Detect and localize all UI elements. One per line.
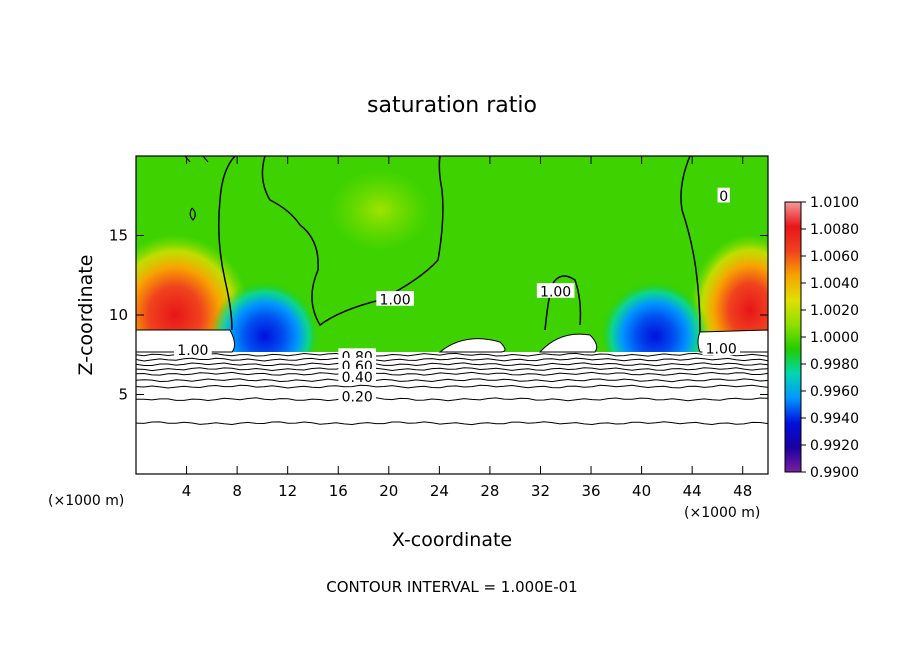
y-tick-label: 5	[118, 386, 128, 404]
x-tick-label: 12	[278, 482, 297, 500]
x-unit-left: (×1000 m)	[48, 493, 124, 509]
contour-label: 1.00	[706, 342, 737, 358]
x-tick-label: 4	[182, 482, 192, 500]
colorbar-label: 1.0060	[810, 249, 859, 265]
colorbar-label: 0.9940	[810, 411, 859, 427]
x-tick-label: 24	[430, 482, 449, 500]
contour-label: 0	[719, 189, 728, 205]
contour-label: 1.00	[177, 343, 208, 359]
y-axis-ticks: 5 10 15	[109, 227, 768, 404]
contour-label-bg	[174, 341, 212, 357]
colorbar-fill	[785, 202, 801, 472]
colorbar-label: 1.0020	[810, 303, 859, 319]
lower-field	[136, 352, 768, 474]
colorbar-label: 0.9920	[810, 438, 859, 454]
colorbar-label: 1.0040	[810, 276, 859, 292]
contour-line-horizontal	[136, 362, 768, 367]
contour-line-horizontal	[136, 397, 768, 402]
contour-line-1.00-a	[218, 156, 236, 331]
contour-line-1.00-f	[184, 156, 209, 163]
colorbar-label: 1.0000	[810, 330, 859, 346]
contour-label: 1.00	[540, 284, 571, 300]
colorbar-label: 1.0100	[810, 195, 859, 211]
x-tick-label: 36	[581, 482, 600, 500]
contour-label-bg	[376, 291, 414, 306]
x-tick-label: 44	[683, 482, 702, 500]
contour-line-horizontal	[136, 384, 768, 389]
contour-label-bg	[536, 283, 575, 298]
contour-label: 0.40	[342, 370, 373, 386]
x-tick-label: 32	[531, 482, 550, 500]
contour-line-1.00-d	[680, 156, 701, 333]
contour-label-bg	[338, 388, 376, 403]
contour-label-bg	[338, 368, 376, 384]
contour-line-horizontal	[136, 371, 768, 376]
y-tick-label: 10	[109, 306, 128, 324]
x-tick-label: 20	[379, 482, 398, 500]
contour-label: 0.20	[342, 389, 373, 405]
contour-label-bg	[717, 187, 730, 203]
x-tick-label: 8	[232, 482, 242, 500]
contour-line-horizontal	[136, 367, 768, 372]
colorbar-label: 0.9980	[810, 357, 859, 373]
cloud-patch-center-right	[538, 333, 598, 353]
x-tick-label: 48	[733, 482, 752, 500]
plot-area	[136, 156, 768, 474]
colorbar: 1.0100 1.0080 1.0060 1.0040 1.0020 1.0000 0.99…	[784, 195, 859, 481]
contour-line-horizontal	[136, 378, 768, 383]
contour-line-horizontal	[136, 357, 768, 362]
colorbar-label: 1.0080	[810, 222, 859, 238]
colorbar-ticks: 1.0100 1.0080 1.0060 1.0040 1.0020 1.0000 0.99…	[801, 195, 859, 481]
contour-label: 1.00	[380, 292, 411, 308]
contour-line-horizontal	[136, 352, 768, 357]
x-tick-label: 16	[329, 482, 348, 500]
colorbar-label: 0.9900	[810, 465, 859, 481]
slightly-moist-region	[330, 170, 430, 250]
contour-line-horizontal	[136, 421, 768, 426]
contour-line-1.00-b	[261, 156, 444, 327]
horizontal-contours	[136, 352, 768, 426]
x-axis-ticks: 4 8 12 16 20 24 28 32 36 40 44 48	[182, 156, 752, 500]
contour-label-bg	[338, 357, 376, 373]
colorbar-label: 0.9960	[810, 384, 859, 400]
contour-interval-note: CONTOUR INTERVAL = 1.000E-01	[326, 578, 577, 596]
y-axis-label: Z-coordinate	[75, 255, 97, 376]
x-axis-label: X-coordinate	[392, 529, 512, 551]
contour-label-bg	[702, 340, 741, 356]
cloud-patch-center	[438, 338, 506, 353]
contour-line-1.00-e	[189, 207, 196, 221]
x-unit-right: (×1000 m)	[684, 505, 760, 521]
x-tick-label: 28	[480, 482, 499, 500]
chart-title: saturation ratio	[367, 93, 537, 118]
x-tick-label: 40	[632, 482, 651, 500]
y-tick-label: 15	[109, 227, 128, 245]
contour-line-1.00-c	[544, 275, 582, 331]
